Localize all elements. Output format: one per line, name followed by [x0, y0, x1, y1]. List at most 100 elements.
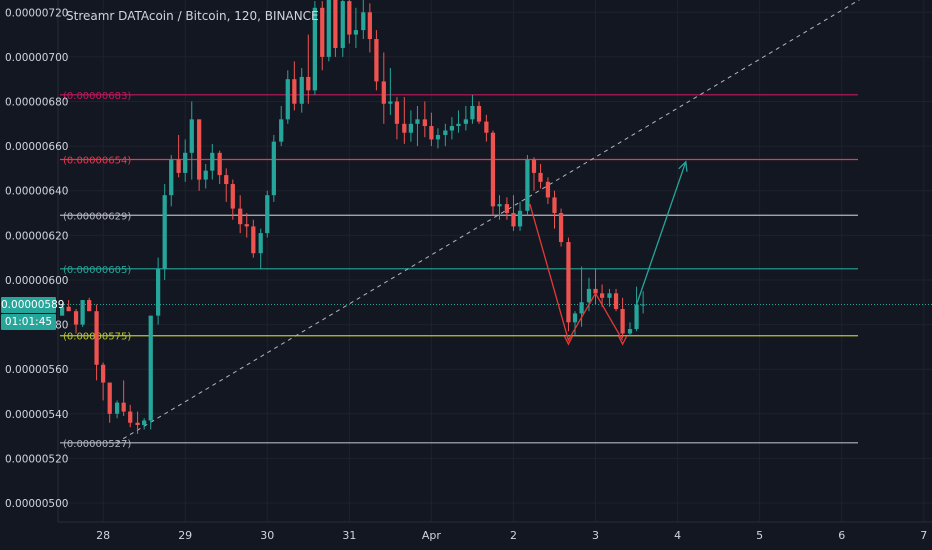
x-tick-label: 30 [260, 529, 274, 542]
y-axis: 0.00000500 0.00000520 0.00000540 0.00000560… [0, 0, 68, 550]
x-tick-label: 7 [920, 529, 927, 542]
candle-body [429, 126, 434, 140]
level-label: (0.00000654) [63, 156, 131, 167]
candle-body [265, 195, 270, 234]
green-projection-arrow [635, 161, 687, 305]
y-tick-label: 0.00000660 [5, 141, 68, 153]
candle-body [422, 119, 427, 127]
candle-body [87, 300, 92, 312]
candle-body [121, 402, 126, 412]
candle-body [538, 172, 543, 182]
x-axis: 28 29 30 31 Apr 2 3 4 5 6 7 [0, 521, 932, 550]
x-axis-background [0, 522, 932, 550]
pivot-marker [563, 335, 574, 346]
candle-body [607, 293, 612, 298]
candle-body [572, 313, 578, 323]
candle-body [470, 105, 475, 120]
candle-body [162, 195, 167, 269]
candle-body [326, 0, 331, 57]
y-tick-label: 0.00000560 [5, 364, 68, 376]
candle-body [599, 293, 605, 298]
candle-body [94, 311, 99, 365]
dashed-trend-line [116, 0, 861, 444]
horizontal-levels: (0.00000683) (0.00000654) (0.00000629) (0.0… [60, 91, 858, 450]
candle-body [320, 7, 325, 57]
x-tick-label: 28 [96, 529, 110, 542]
candle-body [217, 152, 222, 176]
candle-body [189, 119, 194, 153]
candle-body [230, 184, 235, 209]
candle-body [449, 126, 455, 131]
candle-body [238, 208, 243, 225]
candle-body [101, 364, 106, 383]
candle-body [80, 300, 85, 325]
candle-body [634, 304, 639, 330]
red-zigzag [529, 203, 624, 342]
candle-body [244, 224, 249, 227]
candle-body [388, 101, 393, 104]
candle-body [176, 159, 181, 173]
candle-body [408, 123, 414, 133]
x-tick-label: 2 [510, 529, 517, 542]
y-tick-label: 0.00000700 [5, 52, 68, 64]
candle-body [258, 233, 263, 254]
candle-body [306, 76, 311, 91]
candle-body [558, 213, 564, 243]
candle-body [340, 1, 345, 48]
x-tick-label: Apr [422, 529, 442, 542]
x-tick-label: 5 [756, 529, 763, 542]
candle-body [593, 288, 598, 294]
candle-body [511, 213, 516, 227]
candle-body [224, 175, 229, 185]
candle-body [586, 288, 592, 303]
candle-body [59, 306, 65, 316]
y-tick-label: 0.00000600 [5, 275, 68, 287]
y-axis-background [0, 0, 58, 550]
y-tick-label: 0.00000680 [5, 97, 68, 109]
candle-body [353, 30, 359, 35]
candle-body [169, 159, 174, 196]
y-tick-label: 0.00000540 [5, 409, 68, 421]
candle-body [367, 12, 372, 40]
candle-body [279, 119, 284, 142]
candle-body [292, 79, 297, 104]
candle-body [73, 311, 79, 325]
candle-body [183, 152, 188, 173]
bar-countdown-label: 01:01:45 [1, 313, 56, 330]
chart-title: Streamr DATAcoin / Bitcoin, 120, BINANCE [66, 9, 319, 23]
candle-body [333, 0, 338, 48]
level-label: (0.00000629) [63, 211, 131, 222]
candle-body [525, 159, 530, 211]
candle-body [148, 315, 153, 421]
current-price-label: 0.00000589 [1, 296, 65, 313]
grid-lines [58, 0, 932, 522]
candle-body [579, 302, 584, 314]
candle-body [135, 422, 140, 425]
x-tick-label: 6 [838, 529, 845, 542]
y-tick-label: 0.00000620 [5, 230, 68, 242]
candle-body [504, 204, 510, 214]
candle-body [402, 123, 407, 133]
x-tick-label: 31 [342, 529, 356, 542]
level-label: (0.00000683) [63, 91, 131, 102]
candle-body [545, 181, 551, 198]
candle-body [620, 308, 625, 334]
candle-body [361, 12, 366, 31]
x-tick-label: 4 [674, 529, 681, 542]
candle-body [531, 159, 537, 173]
candle-body [552, 197, 557, 214]
candle-body [210, 152, 215, 171]
candle-body [107, 382, 112, 414]
y-tick-label: 0.00000520 [5, 453, 68, 465]
y-tick-label: 0.00000720 [5, 7, 68, 19]
candle-body [517, 210, 523, 227]
candle-body [271, 141, 276, 196]
candle-body [497, 204, 502, 207]
x-tick-label: 29 [178, 529, 192, 542]
candle-body [114, 402, 120, 414]
candle-body [484, 121, 489, 133]
candle-body [456, 123, 461, 127]
candle-body [463, 119, 468, 124]
candlesticks [59, 0, 646, 434]
